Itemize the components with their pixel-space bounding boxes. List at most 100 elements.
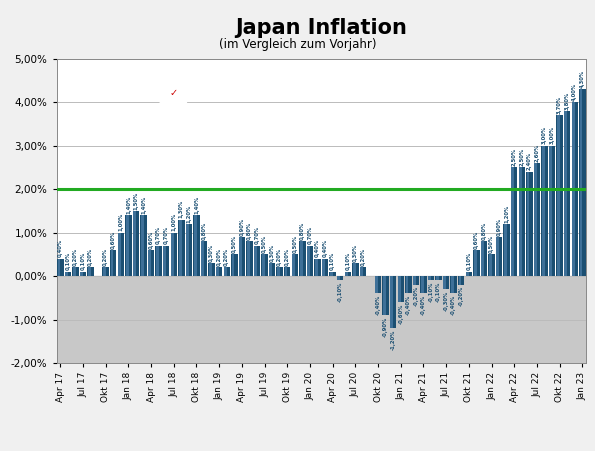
Bar: [284, 267, 287, 276]
Bar: [140, 215, 147, 276]
Text: -0,10%: -0,10%: [428, 282, 434, 302]
Text: 0,40%: 0,40%: [322, 239, 328, 258]
Bar: [217, 267, 220, 276]
Bar: [125, 215, 131, 276]
Bar: [512, 167, 514, 276]
Bar: [580, 89, 583, 276]
Text: 0,90%: 0,90%: [239, 217, 245, 235]
Text: 0,60%: 0,60%: [474, 230, 479, 249]
Text: 0,10%: 0,10%: [345, 252, 350, 271]
Text: 0,70%: 0,70%: [164, 226, 169, 244]
Bar: [277, 267, 280, 276]
Bar: [88, 267, 90, 276]
Text: 1,00%: 1,00%: [118, 213, 123, 231]
Bar: [178, 220, 184, 276]
Text: 0,30%: 0,30%: [353, 244, 358, 262]
Bar: [503, 224, 510, 276]
Bar: [413, 276, 419, 285]
Bar: [383, 276, 386, 315]
Text: 0,30%: 0,30%: [270, 244, 275, 262]
Bar: [504, 224, 507, 276]
Text: 1,00%: 1,00%: [171, 213, 176, 231]
Bar: [133, 211, 136, 276]
Text: 0,20%: 0,20%: [224, 248, 229, 266]
Bar: [118, 233, 121, 276]
Bar: [277, 267, 283, 276]
Bar: [201, 241, 204, 276]
Bar: [246, 241, 253, 276]
Bar: [353, 263, 355, 276]
Bar: [519, 167, 525, 276]
Bar: [405, 276, 412, 294]
Text: 1,20%: 1,20%: [504, 204, 509, 223]
Bar: [579, 89, 585, 276]
Text: 0,50%: 0,50%: [232, 235, 237, 253]
Bar: [164, 246, 167, 276]
Bar: [73, 267, 76, 276]
Bar: [322, 259, 325, 276]
Bar: [390, 276, 393, 328]
Bar: [110, 250, 117, 276]
Text: -0,60%: -0,60%: [398, 304, 403, 324]
Bar: [337, 276, 340, 281]
Bar: [549, 146, 555, 276]
Bar: [315, 259, 318, 276]
Bar: [111, 250, 114, 276]
Bar: [406, 276, 408, 294]
Bar: [270, 263, 273, 276]
Bar: [254, 246, 257, 276]
Bar: [397, 276, 404, 302]
Bar: [481, 241, 487, 276]
Text: 0,20%: 0,20%: [361, 248, 365, 266]
Text: 2,60%: 2,60%: [534, 143, 540, 162]
Bar: [118, 233, 124, 276]
Bar: [186, 224, 189, 276]
Bar: [148, 250, 154, 276]
Bar: [65, 272, 71, 276]
Bar: [428, 276, 431, 281]
Bar: [300, 241, 302, 276]
Text: 0,20%: 0,20%: [277, 248, 282, 266]
Bar: [57, 259, 64, 276]
Bar: [541, 146, 544, 276]
Bar: [549, 146, 552, 276]
Bar: [87, 267, 94, 276]
Bar: [345, 272, 348, 276]
Bar: [193, 215, 200, 276]
Bar: [209, 263, 212, 276]
Bar: [526, 172, 533, 276]
Text: 0,20%: 0,20%: [103, 248, 108, 266]
Bar: [239, 237, 245, 276]
Text: 1,40%: 1,40%: [141, 196, 146, 214]
Bar: [80, 272, 86, 276]
Text: 0,10%: 0,10%: [80, 252, 86, 271]
Bar: [261, 254, 268, 276]
Text: -0,40%: -0,40%: [451, 295, 456, 315]
Text: 2,50%: 2,50%: [512, 148, 516, 166]
Text: 0,80%: 0,80%: [247, 222, 252, 240]
Text: 3,80%: 3,80%: [565, 91, 569, 110]
Text: 2,50%: 2,50%: [519, 148, 524, 166]
Bar: [375, 276, 378, 294]
Text: -1,20%: -1,20%: [391, 330, 396, 350]
Bar: [557, 115, 560, 276]
Bar: [443, 276, 449, 289]
Bar: [473, 250, 480, 276]
Text: -0,10%: -0,10%: [436, 282, 441, 302]
Bar: [474, 250, 477, 276]
Bar: [194, 215, 196, 276]
Text: 4,00%: 4,00%: [572, 83, 577, 101]
Bar: [103, 267, 106, 276]
Bar: [459, 276, 461, 285]
Bar: [398, 276, 401, 302]
Bar: [239, 237, 242, 276]
Text: 0,20%: 0,20%: [88, 248, 93, 266]
Bar: [466, 272, 472, 276]
Text: 0,50%: 0,50%: [489, 235, 494, 253]
Text: -0,40%: -0,40%: [406, 295, 411, 315]
Text: 0,80%: 0,80%: [202, 222, 206, 240]
Text: 0,10%: 0,10%: [466, 252, 471, 271]
Bar: [436, 276, 441, 281]
Text: 0,80%: 0,80%: [481, 222, 487, 240]
Bar: [421, 276, 424, 294]
